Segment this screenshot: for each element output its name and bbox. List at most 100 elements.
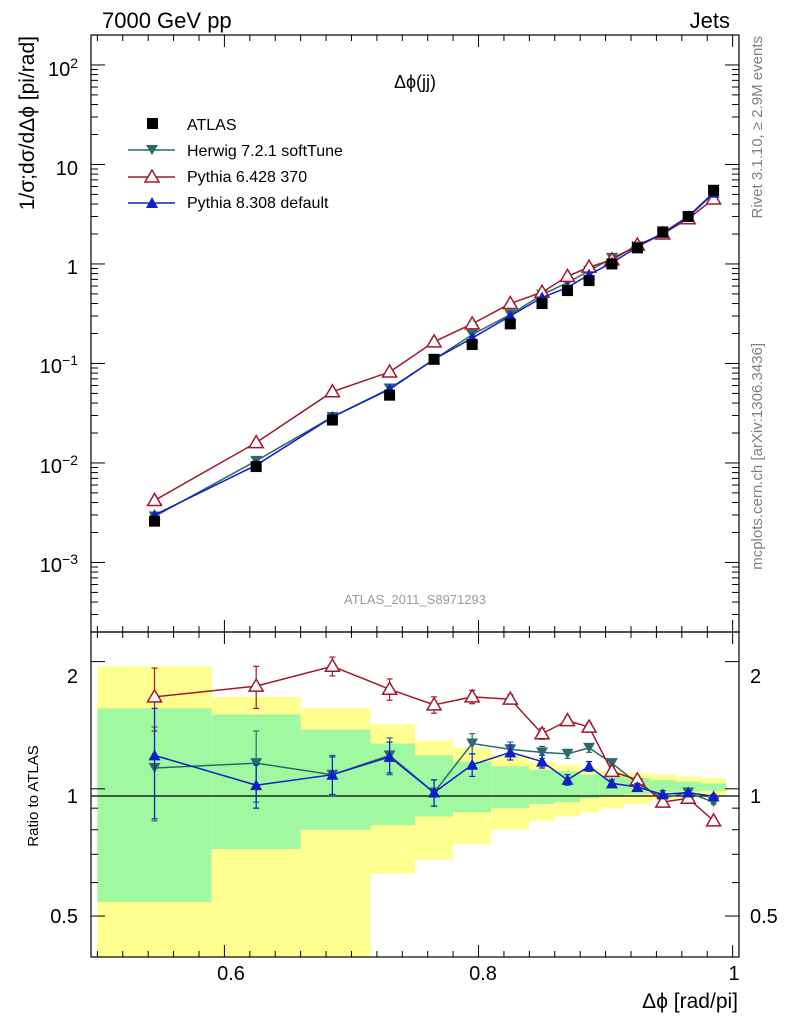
inner-band-bin-3 [370, 743, 415, 826]
ratio-tick-right-1: 1 [750, 786, 761, 808]
series-0-main-point-14 [708, 184, 720, 196]
series-0-main-point-13 [682, 210, 694, 222]
y-tick-label-1e-3: 10−3 [40, 551, 78, 577]
series-0-main-point-0 [149, 515, 161, 527]
ratio-y-tick-labels: 0.5 1 2 0.5 1 2 [50, 666, 778, 928]
series-3-ratio-point-0 [148, 749, 161, 761]
series-2-main-point-5 [463, 315, 481, 330]
series-2-ratio-point-2 [324, 657, 341, 672]
series-1-ratio-point-7 [536, 747, 549, 758]
series-2-main-point-6 [501, 295, 519, 310]
ratio-plot-frame [90, 631, 740, 958]
ratio-tick-left-2: 2 [67, 666, 78, 688]
series-2-main-point-0 [146, 491, 163, 507]
legend-label-atlas: ATLAS [187, 117, 237, 134]
series-2-ratio-point-9 [580, 718, 598, 733]
series-3-ratio-point-1 [250, 779, 263, 791]
series-2-ratio-point-0 [146, 688, 163, 703]
series-0-main-point-7 [536, 298, 548, 310]
series-2-main-point-14 [705, 190, 722, 205]
series-3-ratio-point-2 [326, 768, 339, 780]
series-2-ratio-point-4 [425, 696, 443, 711]
series-0-main-point-12 [657, 226, 669, 238]
series-0-main-point-1 [250, 461, 262, 473]
series-2-main-point-4 [425, 333, 443, 348]
series-3-ratio-point-11 [631, 780, 644, 792]
legend-label-herwig: Herwig 7.2.1 softTune [187, 143, 343, 160]
y-tick-label-1e-1: 10−1 [40, 352, 78, 378]
ratio-tick-left-1: 1 [67, 786, 78, 808]
legend-entry-atlas: ATLAS [147, 117, 237, 134]
legend-label-pythia8: Pythia 8.308 default [187, 195, 329, 212]
series-0-main-point-5 [466, 339, 478, 351]
main-y-tick-labels: 10−3 10−2 10−1 1 10 102 [40, 55, 78, 577]
legend-marker-pythia8 [146, 197, 158, 208]
y-tick-label-1e2: 102 [48, 55, 78, 81]
inner-band-bin-2 [300, 729, 371, 830]
y-tick-label-1: 1 [67, 257, 78, 279]
series-3-ratio-point-14 [707, 790, 720, 802]
x-axis-label: Δϕ [rad/pi] [642, 990, 738, 1013]
inner-band-bin-9 [580, 774, 600, 799]
inner-band-bin-7 [529, 769, 555, 805]
series-2-ratio-point-10 [603, 762, 621, 778]
ratio-tick-right-2: 2 [750, 666, 761, 688]
series-2-ratio-point-12 [654, 793, 672, 808]
analysis-reference: ATLAS_2011_S8971293 [344, 592, 486, 607]
series-2-ratio-point-8 [559, 712, 576, 727]
series-2-ratio-point-3 [381, 680, 398, 696]
series-0-main-point-3 [384, 389, 396, 401]
legend-marker-atlas [147, 118, 158, 129]
legend-marker-herwig [146, 145, 158, 155]
series-0-main-point-4 [428, 353, 440, 365]
header-left: 7000 GeV pp [102, 8, 232, 33]
legend-entry-herwig: Herwig 7.2.1 softTune [128, 143, 343, 160]
series-2-ratio-point-6 [501, 690, 519, 705]
series-0-main-point-9 [583, 275, 595, 287]
series-3-ratio-point-10 [605, 777, 618, 789]
legend-entry-pythia6: Pythia 6.428 370 [128, 168, 307, 186]
series-0-main-point-6 [504, 318, 516, 330]
inner-band-bin-14 [700, 783, 727, 791]
series-3-ratio-point-7 [536, 755, 549, 767]
series-2-main-point-2 [324, 383, 341, 398]
x-tick-label-0.6: 0.6 [217, 963, 245, 985]
series-0-main-point-10 [606, 258, 618, 270]
y-tick-label-1e-2: 10−2 [40, 452, 78, 478]
main-plot-series [146, 184, 722, 527]
series-2-main-point-1 [247, 434, 265, 449]
ratio-y-axis-label: Ratio to ATLAS [25, 745, 42, 846]
series-2-ratio-point-5 [463, 688, 481, 703]
legend-entry-pythia8: Pythia 8.308 default [128, 195, 329, 212]
series-2-main-point-3 [381, 363, 398, 378]
y-tick-label-10: 10 [56, 158, 78, 180]
series-0-main-point-8 [561, 285, 573, 297]
series-3-ratio-point-4 [428, 786, 441, 798]
series-1-ratio-point-1 [250, 758, 263, 769]
series-3-ratio-point-12 [656, 788, 669, 800]
series-1-ratio-point-8 [561, 748, 574, 759]
series-2-main-line [154, 198, 715, 502]
side-label-mcplots: mcplots.cern.ch [arXiv:1306.3436] [749, 343, 766, 570]
series-3-ratio-point-9 [583, 760, 596, 772]
inner-band-bin-12 [650, 779, 676, 793]
x-tick-labels: 0.6 0.8 1 [217, 963, 739, 985]
series-3-ratio-point-5 [466, 758, 479, 770]
series-1-ratio-point-9 [583, 742, 596, 753]
series-0-main-point-11 [631, 242, 643, 254]
series-3-ratio-point-6 [504, 746, 517, 758]
x-tick-label-1: 1 [728, 963, 739, 985]
ratio-uncertainty-bands [97, 666, 727, 957]
legend: ATLAS Herwig 7.2.1 softTune Pythia 6.428… [128, 117, 343, 212]
series-3-ratio-point-8 [561, 773, 574, 785]
inner-band-bin-6 [491, 766, 530, 809]
ratio-tick-right-0.5: 0.5 [750, 906, 778, 928]
x-tick-label-0.8: 0.8 [469, 963, 497, 985]
series-2-ratio-point-14 [705, 812, 722, 827]
series-3-ratio-point-3 [383, 750, 396, 762]
series-2-ratio-point-1 [247, 677, 265, 692]
header-right: Jets [690, 8, 730, 33]
legend-label-pythia6: Pythia 6.428 370 [187, 169, 307, 186]
ratio-plot-series [146, 656, 722, 827]
